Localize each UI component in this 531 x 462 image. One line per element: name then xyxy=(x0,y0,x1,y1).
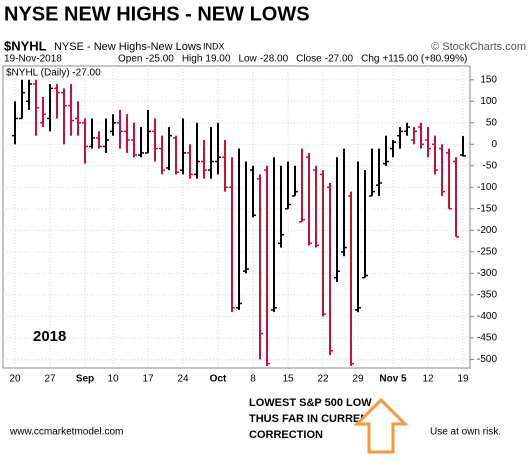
year-label: 2018 xyxy=(33,328,66,345)
y-tick-label: 150 xyxy=(480,74,497,85)
annotation-line: CORRECTION xyxy=(249,429,323,441)
y-tick-label: -400 xyxy=(477,311,497,322)
website: www.ccmarketmodel.com xyxy=(9,427,123,438)
x-tick-label: 10 xyxy=(107,374,119,385)
y-tick-label: -200 xyxy=(477,225,497,236)
quote: Open -25.00 High 19.00 Low -28.00 Close -27.00 C… xyxy=(118,54,467,65)
y-tick-label: -250 xyxy=(477,246,497,257)
x-tick-label: 29 xyxy=(352,374,364,385)
exchange: INDX xyxy=(203,41,225,51)
x-tick-label: 27 xyxy=(44,374,56,385)
y-tick-label: -350 xyxy=(477,290,497,301)
quote-value: -28.00 xyxy=(260,54,289,65)
symbol: $NYHL xyxy=(4,38,47,53)
annotation-line: THUS FAR IN CURRENT xyxy=(249,413,375,425)
y-tick-label: -50 xyxy=(483,160,498,171)
y-tick-label: 50 xyxy=(486,117,498,128)
x-tick-label: Nov 5 xyxy=(379,374,407,385)
plot-frame xyxy=(2,65,471,369)
quote-label: Low xyxy=(238,54,257,65)
x-tick-label: 19 xyxy=(457,374,469,385)
x-tick-label: 20 xyxy=(9,374,21,385)
x-tick-label: 17 xyxy=(142,374,154,385)
x-tick-label: 24 xyxy=(177,374,189,385)
quote-value: +115.00 (+80.99%) xyxy=(382,54,467,65)
annotation: LOWEST S&P 500 LOW THUS FAR IN CURRENT COR… xyxy=(249,397,375,441)
chart-title: NYSE NEW HIGHS - NEW LOWS xyxy=(4,3,310,25)
x-tick-label: 15 xyxy=(282,374,294,385)
annotation-line: LOWEST S&P 500 LOW xyxy=(249,397,372,409)
x-tick-label: Sep xyxy=(76,374,94,385)
legend-label: $NYHL (Daily) -27.00 xyxy=(6,68,101,79)
date: 19-Nov-2018 xyxy=(4,54,62,65)
y-tick-label: -450 xyxy=(477,333,497,344)
quote-label: Close xyxy=(296,54,322,65)
quote-value: -25.00 xyxy=(145,54,174,65)
y-tick-label: 100 xyxy=(480,96,497,107)
y-tick-label: -100 xyxy=(477,182,497,193)
source: © StockCharts.com xyxy=(431,41,526,53)
quote-label: Chg xyxy=(361,54,379,65)
x-tick-label: 22 xyxy=(317,374,329,385)
disclaimer: Use at own risk. xyxy=(430,427,501,438)
bars xyxy=(12,79,466,366)
y-tick-label: 0 xyxy=(491,139,497,150)
quote-value: -27.00 xyxy=(325,54,354,65)
y-tick-label: -500 xyxy=(477,354,497,365)
x-tick-label: Oct xyxy=(210,374,227,385)
symbol-name: NYSE - New Highs-New Lows xyxy=(54,41,202,53)
quote-value: 19.00 xyxy=(205,54,230,65)
arrow xyxy=(353,397,409,454)
y-tick-label: -300 xyxy=(477,268,497,279)
quote-label: Open xyxy=(118,54,142,65)
x-tick-label: 8 xyxy=(250,374,256,385)
x-tick-label: 12 xyxy=(422,374,434,385)
quote-label: High xyxy=(182,54,203,65)
y-tick-label: -150 xyxy=(477,203,497,214)
